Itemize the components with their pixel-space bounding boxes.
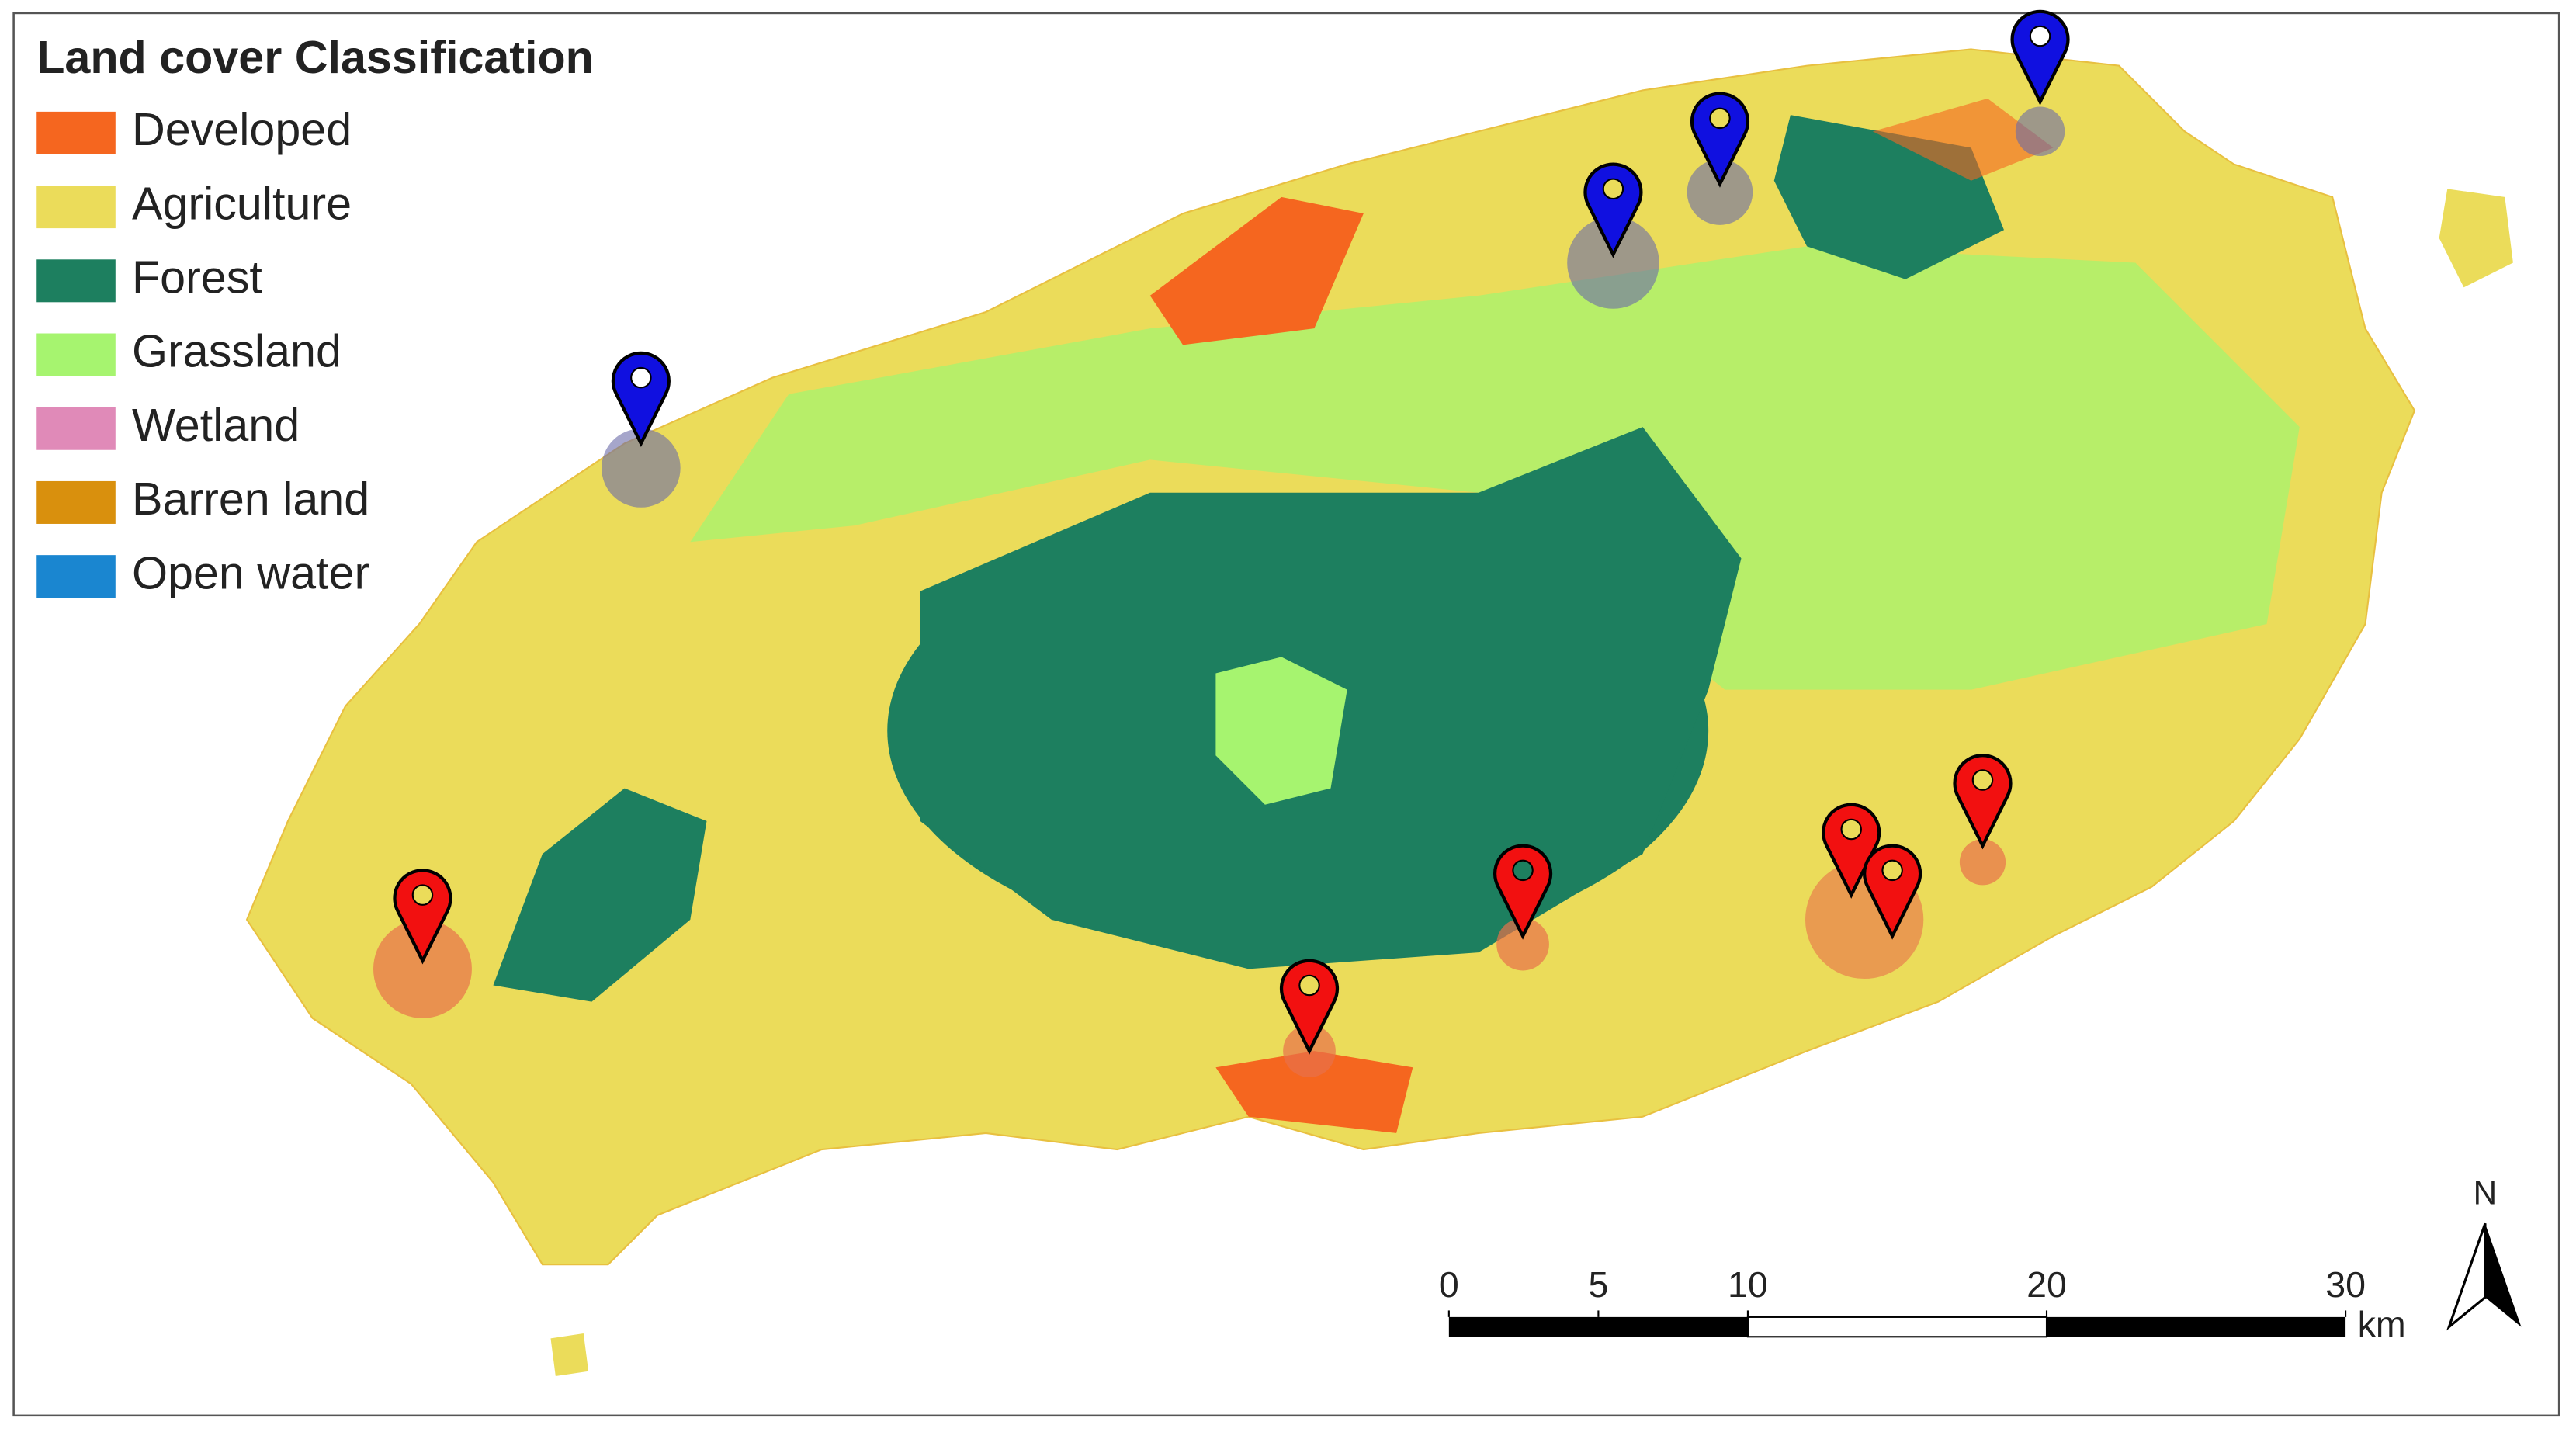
- pin-dot: [1881, 859, 1903, 882]
- scale-tick-label: 30: [2325, 1264, 2366, 1305]
- scale-tick-label: 10: [1728, 1264, 1768, 1305]
- scale-bar: km 0 5 10 20 30: [1439, 1264, 2406, 1344]
- scale-segment: [1448, 1316, 1748, 1337]
- legend-swatch: [36, 407, 116, 450]
- legend: Land cover Classification Developed Agric…: [36, 31, 594, 598]
- legend-swatch: [36, 111, 116, 154]
- grassland: [1215, 657, 1347, 805]
- pin: [1279, 959, 1340, 1055]
- north-arrow-left: [2446, 1222, 2487, 1331]
- pin-dot: [1709, 107, 1731, 130]
- marker-halo: [373, 919, 472, 1018]
- pin: [2010, 9, 2070, 106]
- legend-label: Agriculture: [132, 177, 352, 229]
- north-arrow-right: [2484, 1223, 2522, 1327]
- developed: [1872, 98, 2054, 181]
- pin-dot: [1971, 769, 1994, 791]
- pin-dot: [1298, 974, 1320, 997]
- scale-tick-label: 20: [2026, 1264, 2067, 1305]
- developed: [1149, 196, 1364, 345]
- legend-label: Forest: [132, 251, 262, 303]
- marker-halo: [2015, 106, 2065, 157]
- pin-dot: [2029, 25, 2051, 47]
- pin-dot: [1512, 859, 1534, 882]
- legend-label: Grassland: [132, 325, 342, 377]
- legend-swatch: [36, 333, 116, 376]
- pins: [393, 9, 2070, 1055]
- scale-segment: [2047, 1316, 2346, 1337]
- legend-swatch: [36, 555, 116, 598]
- islet: [550, 1333, 589, 1377]
- north-label: N: [2474, 1174, 2498, 1211]
- legend-label: Open water: [132, 546, 369, 598]
- legend-label: Developed: [132, 103, 352, 155]
- markers: [373, 106, 2065, 1077]
- pin: [1822, 803, 1881, 899]
- pin: [1690, 92, 1749, 188]
- legend-swatch: [36, 259, 116, 303]
- marker-halo: [602, 428, 681, 508]
- pin: [1583, 162, 1643, 258]
- forest: [493, 788, 707, 1002]
- scale-tick-label: 5: [1588, 1264, 1608, 1305]
- marker-halo: [1496, 917, 1549, 971]
- developed: [1215, 1051, 1413, 1133]
- legend-label: Wetland: [132, 399, 300, 451]
- pin: [1953, 754, 2013, 850]
- marker-halo: [1567, 217, 1659, 309]
- pin: [611, 351, 671, 448]
- north-arrow: N: [2446, 1174, 2522, 1331]
- pin: [1493, 844, 1553, 940]
- pin-dot: [411, 884, 434, 906]
- pin-dot: [630, 366, 652, 389]
- pin: [393, 869, 452, 965]
- marker-halo: [1687, 159, 1753, 225]
- scale-unit: km: [2358, 1304, 2406, 1344]
- legend-swatch: [36, 480, 116, 524]
- pin-dot: [1840, 818, 1862, 841]
- scale-tick-label: 0: [1439, 1264, 1459, 1305]
- marker-halo: [1959, 839, 2006, 886]
- pin: [1863, 844, 1922, 940]
- legend-title: Land cover Classification: [36, 31, 594, 83]
- pin-dot: [1602, 178, 1624, 200]
- legend-label: Barren land: [132, 473, 369, 525]
- islet: [2439, 189, 2513, 288]
- grassland: [690, 246, 2300, 690]
- legend-swatch: [36, 186, 116, 229]
- scale-segment: [1746, 1316, 2048, 1338]
